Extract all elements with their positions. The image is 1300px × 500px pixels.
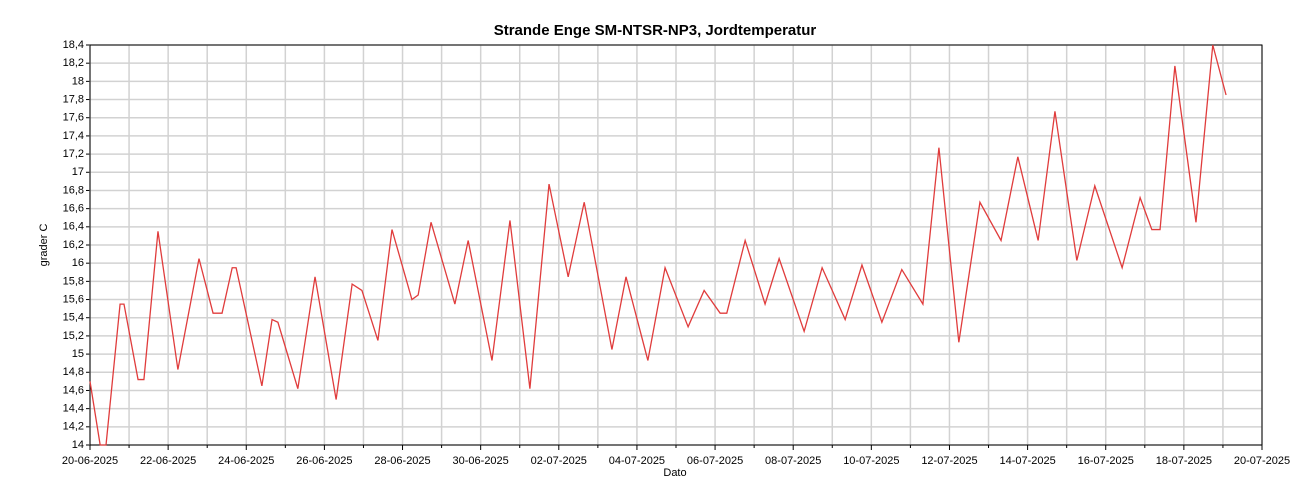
x-tick-label: 30-06-2025 xyxy=(453,455,509,467)
y-tick-label: 17,2 xyxy=(63,148,84,160)
plot-frame xyxy=(89,44,1263,446)
x-tick-label: 14-07-2025 xyxy=(999,455,1055,467)
y-tick-label: 14,8 xyxy=(63,366,84,378)
x-tick-label: 20-07-2025 xyxy=(1234,455,1290,467)
y-tick-label: 16,2 xyxy=(63,239,84,251)
y-tick-label: 18,4 xyxy=(63,39,84,51)
y-tick-label: 18 xyxy=(72,75,84,87)
x-tick-label: 16-07-2025 xyxy=(1078,455,1134,467)
x-tick-label: 02-07-2025 xyxy=(531,455,587,467)
y-tick-label: 15,2 xyxy=(63,330,84,342)
y-tick-label: 14,6 xyxy=(63,384,84,396)
y-tick-label: 16,4 xyxy=(63,221,84,233)
x-tick-label: 04-07-2025 xyxy=(609,455,665,467)
x-tick-label: 28-06-2025 xyxy=(374,455,430,467)
x-axis-label: Dato xyxy=(663,467,686,479)
y-tick-label: 17 xyxy=(72,166,84,178)
x-tick-label: 06-07-2025 xyxy=(687,455,743,467)
y-tick-label: 16,8 xyxy=(63,184,84,196)
data-line xyxy=(89,44,1227,446)
y-tick-label: 14,2 xyxy=(63,421,84,433)
y-tick-label: 15 xyxy=(72,348,84,360)
x-tick-label: 12-07-2025 xyxy=(921,455,977,467)
y-tick-label: 15,8 xyxy=(63,275,84,287)
y-tick-label: 16,6 xyxy=(63,203,84,215)
y-tick-label: 18,2 xyxy=(63,57,84,69)
chart-title: Strande Enge SM-NTSR-NP3, Jordtemperatur xyxy=(494,22,817,39)
y-tick-label: 16 xyxy=(72,257,84,269)
y-axis-label: grader C xyxy=(38,224,50,267)
y-tick-label: 14,4 xyxy=(63,403,84,415)
y-tick-label: 17,8 xyxy=(63,93,84,105)
x-tick-label: 22-06-2025 xyxy=(140,455,196,467)
y-tick-label: 15,4 xyxy=(63,312,84,324)
y-tick-label: 17,6 xyxy=(63,112,84,124)
y-tick-label: 17,4 xyxy=(63,130,84,142)
x-tick-label: 26-06-2025 xyxy=(296,455,352,467)
y-tick-label: 14 xyxy=(72,439,84,451)
x-tick-label: 08-07-2025 xyxy=(765,455,821,467)
x-tick-label: 18-07-2025 xyxy=(1156,455,1212,467)
x-tick-label: 24-06-2025 xyxy=(218,455,274,467)
y-tick-label: 15,6 xyxy=(63,293,84,305)
x-tick-label: 20-06-2025 xyxy=(62,455,118,467)
x-tick-label: 10-07-2025 xyxy=(843,455,899,467)
